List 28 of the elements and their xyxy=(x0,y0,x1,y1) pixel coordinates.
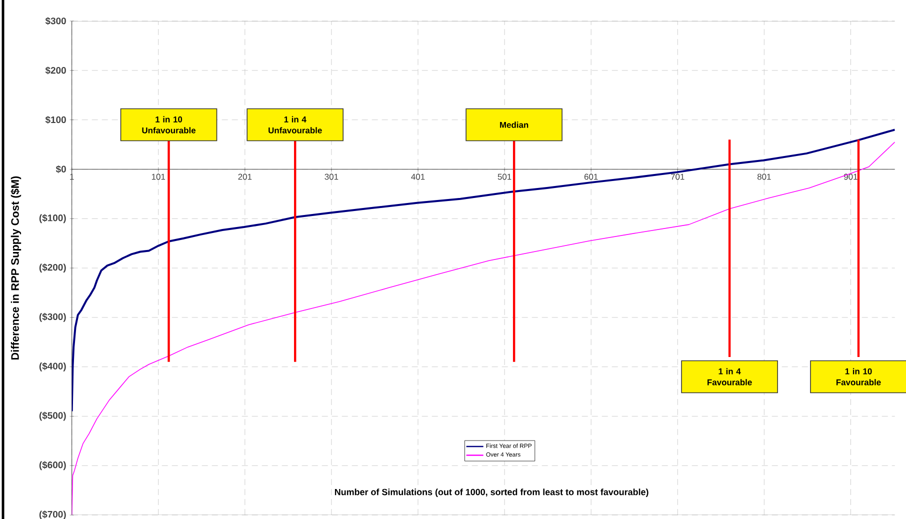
y-tick-label: $200 xyxy=(45,66,66,74)
line-series xyxy=(72,128,895,412)
x-axis-title: Number of Simulations (out of 1000, sorted from least to most favourable) xyxy=(334,488,648,497)
ref-line-label: 1 in 4 Favourable xyxy=(708,368,752,386)
x-tick-label: 301 xyxy=(324,174,338,180)
ref-line-label: 1 in 10 Unfavourable xyxy=(142,116,196,134)
y-tick-label: $300 xyxy=(45,17,66,25)
x-tick-label: 701 xyxy=(670,174,684,180)
x-tick-label: 901 xyxy=(844,174,858,180)
ref-line-label: 1 in 10 Favourable xyxy=(836,368,881,386)
y-tick-label: ($300) xyxy=(39,312,66,322)
line-series xyxy=(72,142,895,516)
y-axis-title: Difference in RPP Supply Cost ($M) xyxy=(10,176,22,360)
y-tick-label: ($600) xyxy=(39,461,66,470)
x-tick-label: 401 xyxy=(411,174,425,180)
ref-line-label: 1 in 4 Unfavourable xyxy=(268,116,322,134)
x-tick-label: 501 xyxy=(498,174,512,180)
y-tick-label: $100 xyxy=(45,116,66,124)
y-tick-label: ($400) xyxy=(39,362,66,372)
y-tick-label: ($200) xyxy=(39,264,66,273)
x-tick-label: 201 xyxy=(238,174,252,180)
x-tick-label: 801 xyxy=(757,174,771,180)
x-tick-label: 601 xyxy=(584,174,598,180)
y-tick-label: ($100) xyxy=(39,214,66,224)
y-tick-label: ($500) xyxy=(39,412,66,421)
ref-line-label: Median xyxy=(500,122,528,128)
y-tick-label: $0 xyxy=(56,165,66,174)
x-tick-label: 101 xyxy=(152,174,166,180)
